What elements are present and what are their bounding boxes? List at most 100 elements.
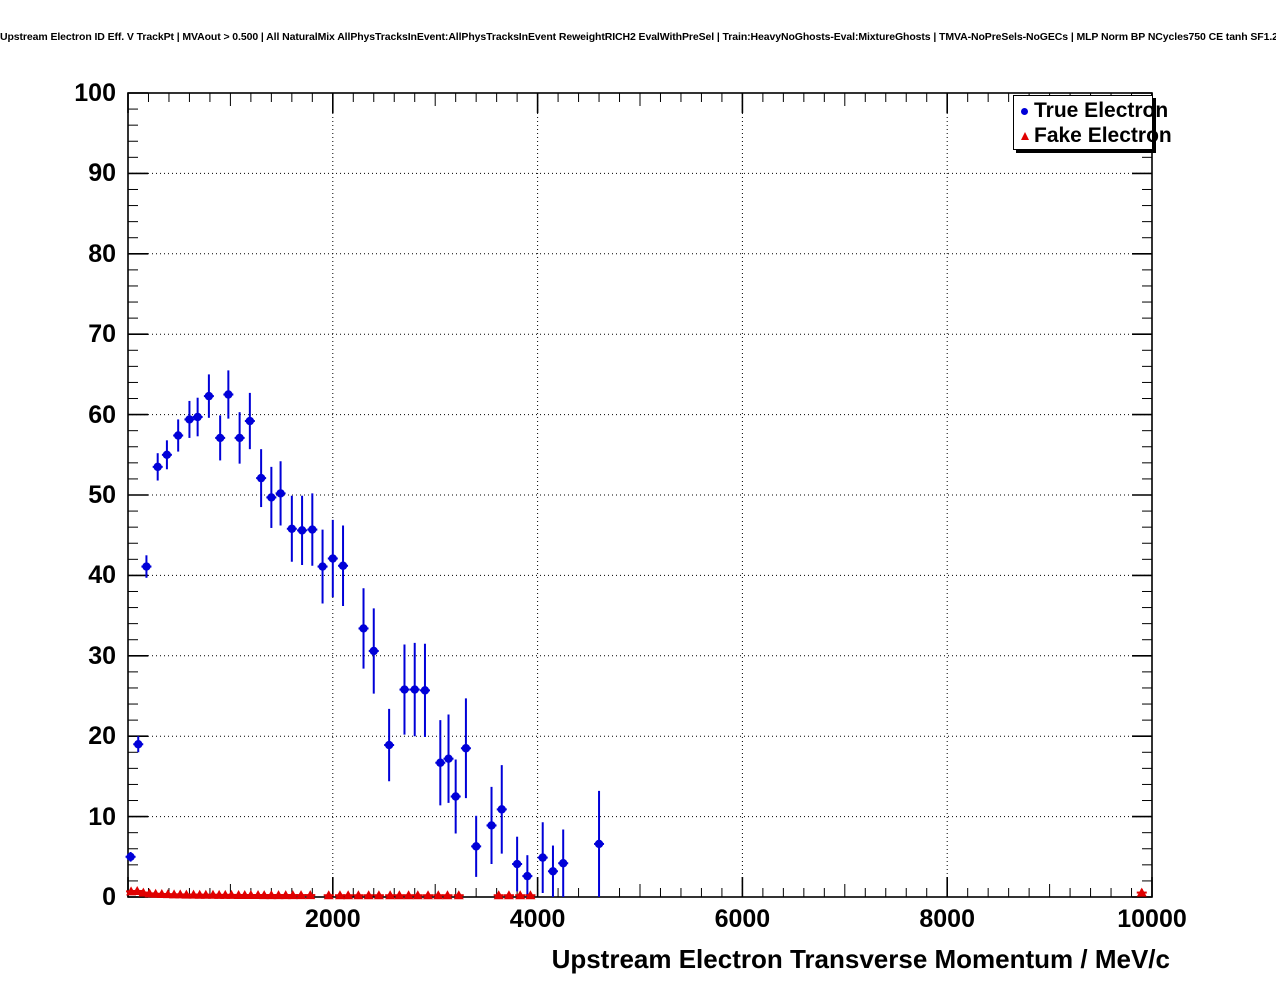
data-point bbox=[436, 758, 445, 767]
y-tick-label: 10 bbox=[88, 802, 116, 831]
data-point bbox=[385, 890, 396, 900]
data-point bbox=[144, 888, 155, 898]
data-point bbox=[1136, 887, 1147, 897]
data-point bbox=[442, 890, 453, 900]
data-point bbox=[156, 888, 167, 898]
grid-lines bbox=[128, 93, 1152, 897]
data-point bbox=[400, 685, 409, 694]
data-point bbox=[338, 561, 348, 570]
data-point bbox=[523, 871, 532, 881]
data-point bbox=[308, 525, 317, 534]
data-point bbox=[323, 890, 334, 900]
data-point bbox=[276, 489, 285, 498]
data-point bbox=[266, 890, 277, 900]
data-point bbox=[444, 754, 453, 763]
data-point bbox=[273, 890, 284, 900]
data-point bbox=[200, 889, 211, 899]
x-tick-label: 10000 bbox=[1117, 905, 1187, 933]
y-tick-label: 80 bbox=[88, 239, 116, 268]
data-point bbox=[471, 842, 481, 851]
y-tick-label: 90 bbox=[88, 159, 116, 188]
data-point bbox=[162, 450, 172, 459]
data-point bbox=[363, 890, 374, 900]
data-point bbox=[373, 890, 384, 900]
data-point bbox=[318, 562, 327, 571]
data-point bbox=[493, 890, 504, 900]
data-point bbox=[296, 890, 307, 900]
data-point bbox=[369, 646, 378, 656]
x-tick-label: 8000 bbox=[919, 905, 975, 933]
data-point bbox=[559, 859, 568, 868]
data-point bbox=[359, 624, 368, 633]
x-tick-label: 6000 bbox=[714, 905, 771, 933]
data-point bbox=[215, 433, 225, 443]
data-point bbox=[353, 890, 364, 900]
legend-label: True Electron bbox=[1034, 99, 1169, 122]
data-point bbox=[224, 390, 233, 399]
legend-label: Fake Electron bbox=[1034, 124, 1172, 147]
data-point bbox=[185, 415, 194, 424]
data-point bbox=[134, 740, 143, 749]
data-point bbox=[287, 890, 298, 900]
data-point bbox=[343, 890, 354, 900]
legend-entry: Fake Electron bbox=[1018, 123, 1172, 149]
data-point bbox=[423, 890, 434, 900]
data-point bbox=[226, 889, 237, 899]
data-point bbox=[297, 526, 307, 535]
data-point bbox=[497, 805, 506, 814]
legend-triangle-icon bbox=[1018, 126, 1032, 146]
data-point bbox=[173, 431, 183, 440]
y-tick-label: 60 bbox=[88, 400, 116, 429]
data-point bbox=[280, 890, 291, 900]
data-point bbox=[451, 792, 460, 801]
data-point bbox=[420, 686, 430, 695]
data-point bbox=[245, 889, 256, 899]
data-point bbox=[193, 412, 202, 422]
y-tick-label: 100 bbox=[74, 79, 116, 107]
data-point bbox=[142, 562, 151, 571]
series-true-electron bbox=[125, 370, 605, 897]
data-point bbox=[126, 852, 135, 861]
data-point bbox=[525, 890, 536, 900]
y-tick-label: 30 bbox=[88, 641, 116, 670]
data-point bbox=[287, 524, 297, 533]
x-tick-label: 4000 bbox=[509, 905, 566, 933]
data-point bbox=[394, 890, 405, 900]
data-point bbox=[487, 821, 496, 830]
data-point bbox=[594, 839, 604, 849]
data-point bbox=[204, 391, 214, 401]
data-point bbox=[412, 890, 423, 900]
data-point bbox=[453, 890, 464, 900]
data-point bbox=[181, 889, 192, 899]
x-axis-title: Upstream Electron Transverse Momentum / … bbox=[551, 944, 1170, 974]
data-point bbox=[334, 890, 345, 900]
data-point bbox=[328, 554, 337, 563]
data-point bbox=[403, 890, 414, 900]
legend-entry: True Electron bbox=[1018, 98, 1168, 124]
data-point bbox=[512, 859, 522, 869]
axis-ticks bbox=[127, 92, 1153, 898]
series-fake-electron bbox=[126, 885, 1147, 900]
data-point bbox=[245, 416, 255, 426]
data-point bbox=[305, 890, 316, 900]
data-point bbox=[548, 867, 558, 876]
y-tick-label: 0 bbox=[102, 883, 116, 911]
y-tick-label: 20 bbox=[88, 722, 116, 751]
data-point bbox=[515, 890, 526, 900]
data-point bbox=[538, 853, 547, 862]
data-point bbox=[410, 685, 419, 694]
data-point bbox=[256, 473, 266, 483]
y-tick-label: 70 bbox=[88, 320, 116, 349]
data-point bbox=[259, 890, 270, 900]
data-point bbox=[384, 740, 394, 750]
data-point bbox=[235, 433, 244, 443]
data-point bbox=[503, 890, 514, 900]
data-point bbox=[433, 890, 444, 900]
x-tick-label: 2000 bbox=[304, 905, 361, 933]
y-tick-label: 40 bbox=[88, 561, 116, 590]
data-point bbox=[461, 744, 471, 753]
page-title: Upstream Electron ID Eff. V TrackPt | MV… bbox=[0, 31, 1276, 43]
legend: True Electron Fake Electron bbox=[1013, 95, 1172, 150]
